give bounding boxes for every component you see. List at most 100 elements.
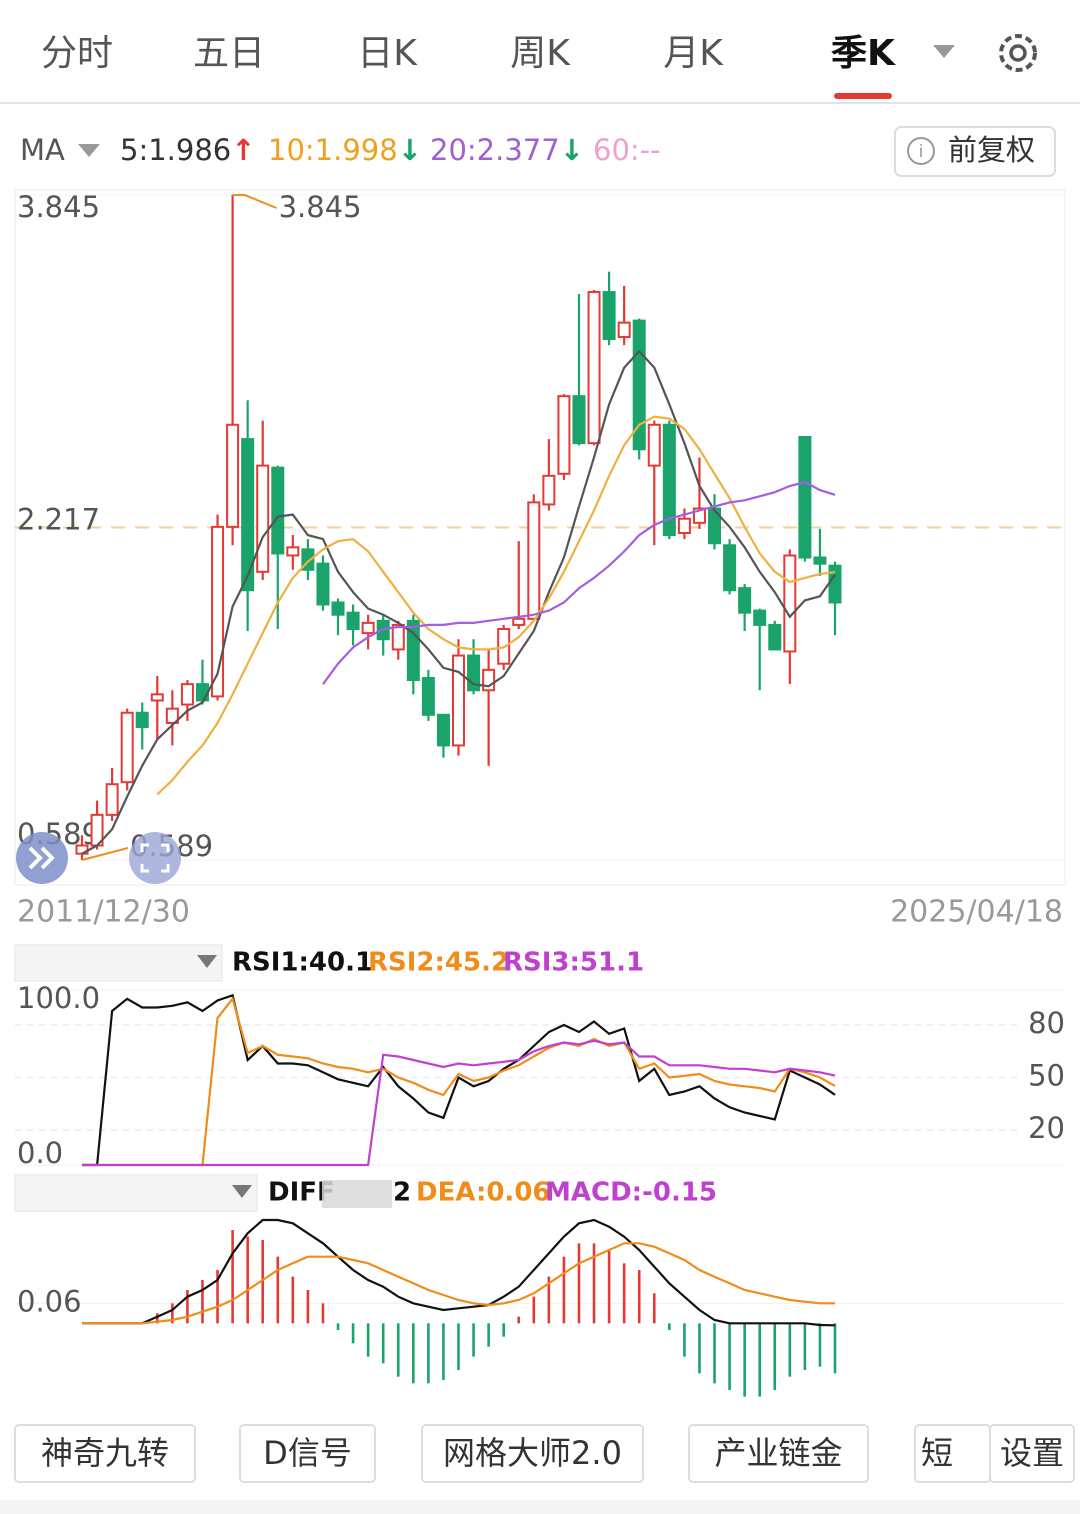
tab[interactable]: 季K [831, 33, 896, 74]
fullscreen-button[interactable] [129, 832, 181, 884]
rsi-dropdown[interactable] [197, 955, 217, 968]
candle-body [602, 291, 616, 340]
candle-body [632, 319, 646, 451]
candle-body [467, 654, 481, 692]
kline-frame [14, 189, 1066, 886]
ma-value: 5:1.986↑ [120, 133, 256, 167]
candle-body [452, 654, 465, 747]
toolbar-button[interactable]: 产业链金 [714, 1434, 842, 1472]
candle-body [421, 677, 435, 716]
active-tab-underline [834, 93, 892, 99]
y-tick-label: 80 [1028, 1006, 1065, 1040]
info-icon [907, 137, 935, 165]
end-date: 2025/04/18 [890, 895, 1063, 930]
candle-body [346, 611, 360, 631]
tab-dropdown[interactable] [933, 45, 955, 58]
legend-entry: RSI2:45.2 [368, 948, 509, 978]
tab[interactable]: 五日 [193, 33, 265, 74]
candle-body [738, 587, 752, 614]
candle-body [316, 562, 330, 606]
high-marker-line [232, 194, 277, 209]
candle-body [647, 423, 661, 467]
ma-text: 5:1.986 [120, 133, 231, 167]
candle-body [271, 466, 285, 555]
candle-body [406, 619, 420, 682]
candle-body [180, 683, 194, 706]
high-marker: 3.845 [279, 190, 362, 224]
legend-entry: DEA:0.06 [416, 1178, 551, 1208]
gear-hub [1009, 44, 1027, 62]
toolbar-button-box[interactable] [688, 1424, 869, 1483]
macd-dropdown[interactable] [232, 1185, 252, 1198]
rsi-selector-box[interactable] [14, 944, 223, 982]
ma-value: 20:2.377↓ [430, 133, 584, 167]
fullscreen-glyph [140, 843, 170, 873]
ma-dropdown[interactable] [78, 144, 100, 157]
toolbar-button[interactable]: 设置 [1000, 1434, 1064, 1472]
blurred-value [322, 1180, 392, 1208]
candle-body [165, 707, 179, 724]
candle-body [286, 546, 300, 557]
macd-selector-box[interactable] [14, 1174, 258, 1212]
candle-body [226, 423, 240, 528]
candle-body [587, 291, 601, 445]
ma-line [156, 415, 836, 796]
ma-text: 60:-- [593, 133, 661, 167]
ma-arrow: ↓ [398, 133, 422, 167]
settings-gear[interactable] [999, 34, 1037, 72]
info-glyph: i [919, 142, 924, 162]
tab-bar: 分时 五日 日K 周K 月K 季K [41, 33, 896, 99]
toolbar-button-box[interactable] [239, 1424, 376, 1483]
ma-value: 10:1.998↓ [268, 133, 422, 167]
fullscreen-circle [129, 832, 181, 884]
tab[interactable]: 分时 [41, 33, 113, 74]
toolbar-button-box[interactable] [14, 1424, 196, 1483]
start-date: 2011/12/30 [17, 895, 190, 930]
adjust-button[interactable]: 前复权 [948, 133, 1035, 167]
candle-body [572, 395, 586, 445]
candle-body [105, 783, 119, 816]
toolbar-button[interactable]: D信号 [263, 1434, 352, 1472]
candle-body [828, 564, 842, 604]
candle-body [542, 474, 556, 506]
price-label: 3.845 [17, 190, 100, 224]
toolbar-button-box[interactable] [421, 1424, 644, 1483]
candle-body [813, 556, 827, 565]
ma-line [81, 349, 836, 855]
legend-entry: MACD:-0.15 [545, 1178, 717, 1208]
y-tick-label: 50 [1028, 1059, 1065, 1093]
candle-body [482, 668, 496, 692]
candle-body [527, 501, 541, 620]
rsi-line [82, 1039, 836, 1167]
toolbar-button[interactable]: 短 [921, 1434, 953, 1472]
tab[interactable]: 周K [510, 33, 571, 74]
toolbar-button[interactable]: 网格大师2.0 [443, 1434, 622, 1472]
ma-label[interactable]: MA [20, 133, 65, 167]
expand-button[interactable] [16, 832, 68, 884]
candle-body [120, 711, 134, 784]
rsi-line [82, 993, 836, 1167]
rsi-line [82, 996, 836, 1167]
candle-body [436, 713, 450, 747]
toolbar-button-box[interactable] [989, 1424, 1075, 1483]
macd-line [82, 1242, 835, 1325]
legend-entry: RSI3:51.1 [503, 948, 644, 978]
toolbar-button[interactable]: 神奇九转 [41, 1434, 169, 1472]
candle-body [768, 623, 782, 651]
candle-body [662, 423, 676, 537]
y-tick-label: 0.0 [17, 1136, 63, 1170]
tab[interactable]: 月K [663, 33, 724, 74]
candle-body [331, 601, 345, 616]
ma-value: 60:-- [593, 133, 661, 167]
candle-body [692, 507, 706, 524]
adjust-button-box[interactable] [894, 126, 1056, 177]
candle-body [723, 544, 737, 592]
candle-body [677, 517, 691, 535]
candle-body [195, 683, 209, 702]
bottom-toolbar: 神奇九转 D信号 网格大师2.0 产业链金 短 设置 [14, 1424, 1075, 1483]
ma-values: 5:1.986↑ 10:1.998↓ 20:2.377↓ 60:-- [120, 133, 661, 167]
candle-body [211, 525, 225, 698]
tab[interactable]: 日K [357, 33, 418, 74]
